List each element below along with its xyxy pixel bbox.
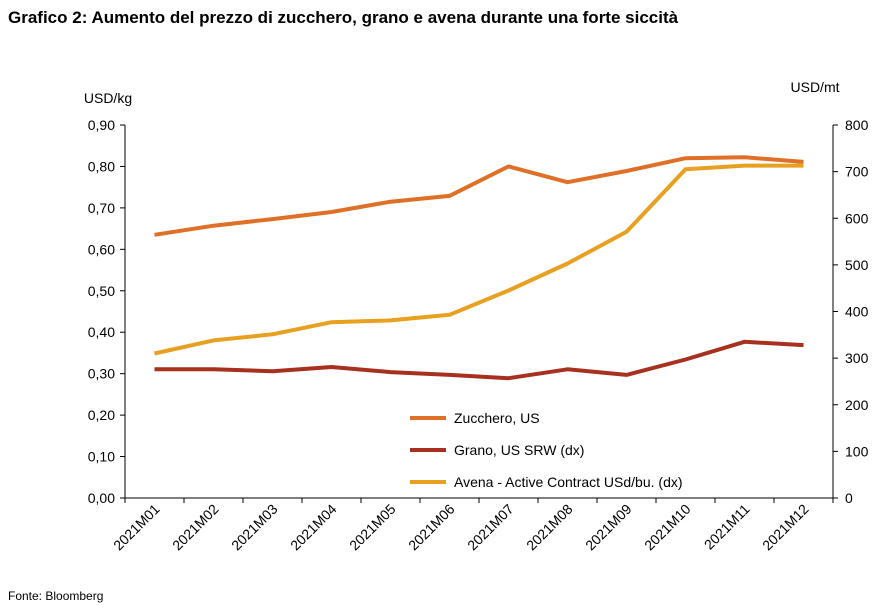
chart-source: Fonte: Bloomberg (8, 589, 104, 603)
y-right-tick-label: 700 (845, 164, 869, 180)
x-tick-label: 2021M08 (523, 501, 576, 554)
y-left-tick-label: 0,50 (88, 283, 115, 299)
x-tick-label: 2021M09 (582, 501, 635, 554)
y-left-tick-label: 0,00 (88, 490, 115, 506)
series-line-2 (154, 339, 804, 381)
y-left-tick-label: 0,80 (88, 158, 115, 174)
x-tick-label: 2021M12 (759, 501, 812, 554)
y-right-tick-label: 100 (845, 443, 869, 459)
series-line-3 (154, 163, 804, 356)
series-lines (154, 155, 804, 381)
y-right-tick-label: 0 (845, 490, 853, 506)
legend: Zucchero, US Grano, US SRW (dx) Avena - Ac… (410, 410, 683, 490)
y-left-tick-label: 0,90 (88, 117, 115, 133)
x-tick-label: 2021M02 (169, 501, 222, 554)
x-tick-label: 2021M10 (641, 501, 694, 554)
y-left-tick-label: 0,20 (88, 407, 115, 423)
x-tick-label: 2021M11 (701, 501, 753, 553)
y-right-tick-label: 400 (845, 304, 869, 320)
legend-label-2: Grano, US SRW (dx) (454, 442, 584, 458)
series-line-1 (154, 155, 804, 237)
x-tick-label: 2021M05 (346, 501, 399, 554)
y-right-tick-label: 600 (845, 210, 869, 226)
x-tick-label: 2021M01 (110, 501, 163, 554)
y-left-tick-label: 0,40 (88, 324, 115, 340)
legend-label-3: Avena - Active Contract USd/bu. (dx) (454, 474, 683, 490)
y-left-tick-label: 0,30 (88, 366, 115, 382)
legend-label-1: Zucchero, US (454, 410, 540, 426)
y-left-tick-label: 0,70 (88, 200, 115, 216)
y-right-axis-label: USD/mt (791, 79, 840, 95)
x-tick-label: 2021M03 (228, 501, 281, 554)
x-tick-label: 2021M07 (464, 501, 517, 554)
y-right-tick-label: 300 (845, 350, 869, 366)
chart-title: Grafico 2: Aumento del prezzo di zuccher… (8, 8, 679, 27)
x-tick-label: 2021M04 (287, 501, 340, 554)
y-right-tick-label: 200 (845, 397, 869, 413)
x-tick-label: 2021M06 (405, 501, 458, 554)
y-left-tick-label: 0,60 (88, 241, 115, 257)
y-left-tick-label: 0,10 (88, 449, 115, 465)
y-right-tick-label: 800 (845, 117, 869, 133)
y-left-axis-label: USD/kg (84, 90, 132, 106)
y-right-tick-label: 500 (845, 257, 869, 273)
